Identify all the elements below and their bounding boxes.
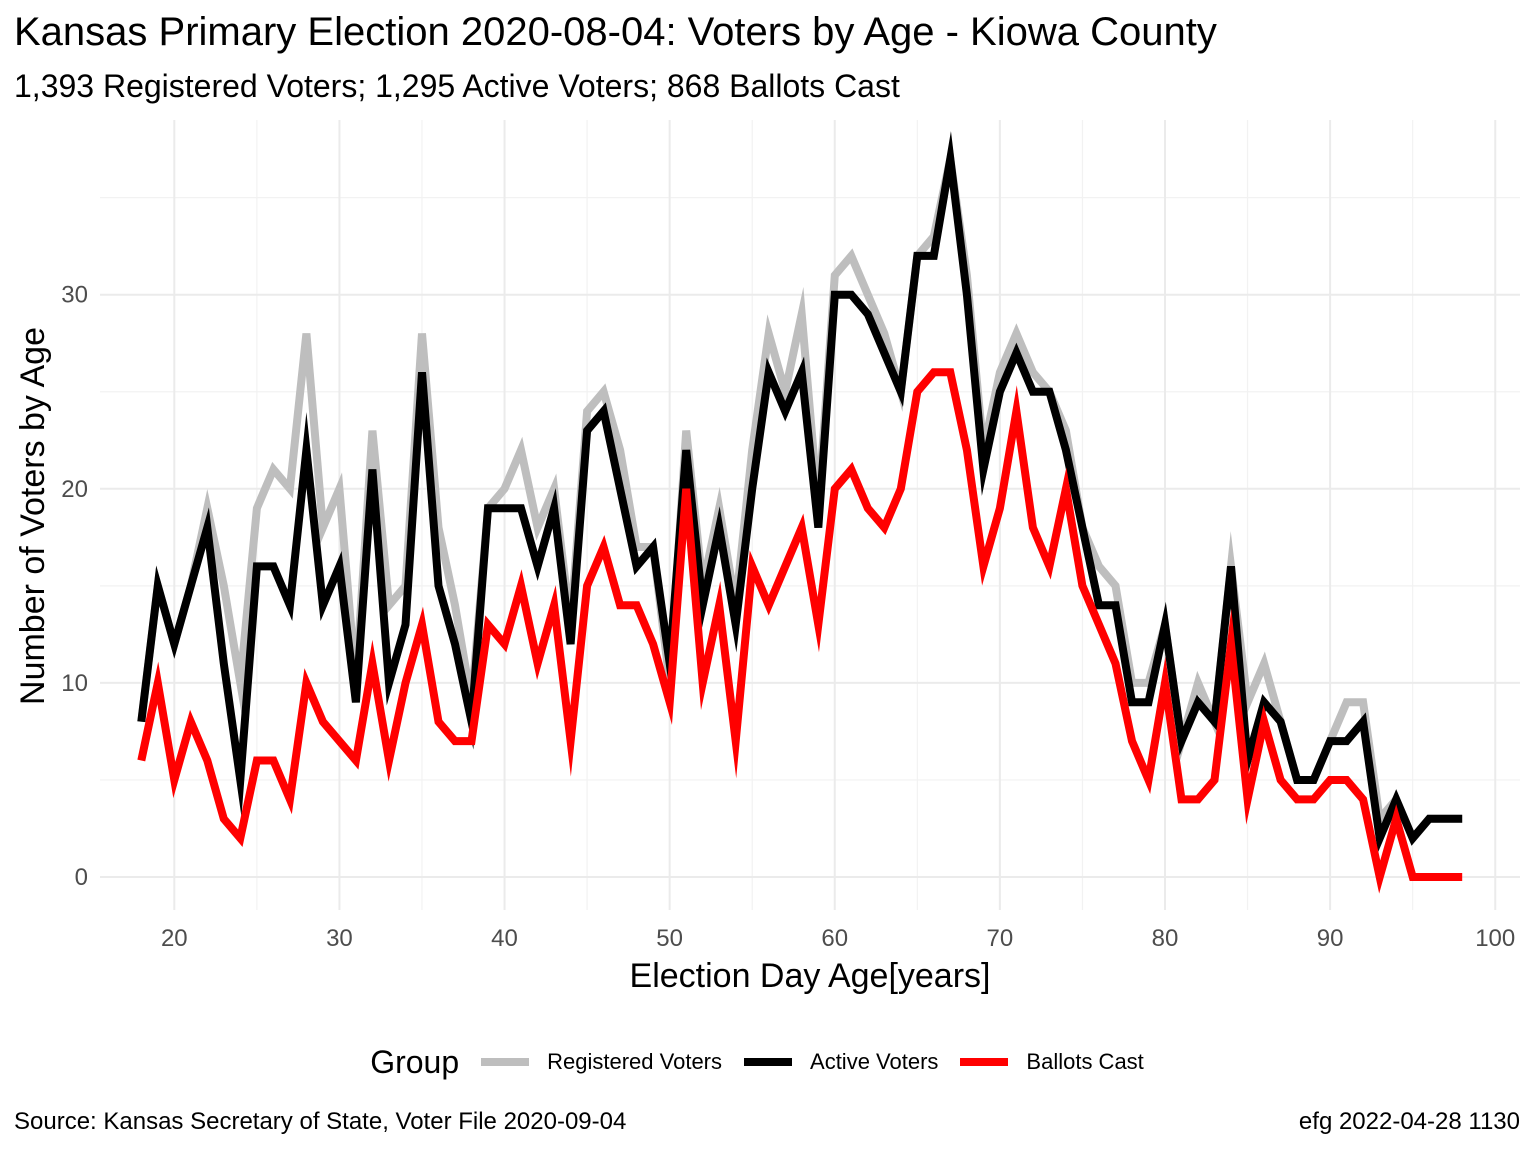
legend-label-active-voters: Active Voters <box>810 1049 939 1074</box>
y-axis-label: Number of Voters by Age <box>14 327 52 705</box>
x-tick-label: 20 <box>161 925 188 952</box>
legend-item-ballots-cast: Ballots Cast <box>960 1049 1144 1075</box>
legend-key-ballots-cast <box>960 1058 1009 1066</box>
chart-title: Kansas Primary Election 2020-08-04: Vote… <box>14 10 1217 54</box>
x-axis-label: Election Day Age[years] <box>630 957 991 995</box>
y-tick-labels: 0 10 20 30 <box>61 282 88 891</box>
series-lines <box>137 131 1463 894</box>
y-tick-label: 20 <box>61 476 88 503</box>
legend-item-registered-voters: Registered Voters <box>481 1049 722 1075</box>
x-tick-label: 50 <box>656 925 683 952</box>
source-caption: Source: Kansas Secretary of State, Voter… <box>14 1108 627 1135</box>
legend: Group Registered Voters Active Voters Ba… <box>0 1040 1536 1084</box>
legend-label-ballots-cast: Ballots Cast <box>1026 1049 1144 1074</box>
chart-subtitle: 1,393 Registered Voters; 1,295 Active Vo… <box>14 68 900 104</box>
y-tick-label: 0 <box>75 864 88 891</box>
series-line-ballots-cast <box>137 368 1463 894</box>
y-tick-label: 30 <box>61 282 88 309</box>
y-tick-label: 10 <box>61 670 88 697</box>
legend-key-registered-voters <box>481 1058 530 1066</box>
legend-key-active-voters <box>744 1058 793 1066</box>
x-tick-label: 90 <box>1317 925 1344 952</box>
legend-item-active-voters: Active Voters <box>744 1049 938 1075</box>
credit-caption: efg 2022-04-28 1130 <box>1298 1108 1520 1135</box>
x-tick-label: 70 <box>987 925 1014 952</box>
x-tick-labels: 20 30 40 50 60 70 80 90 100 <box>161 925 1515 952</box>
major-gridlines <box>100 120 1520 910</box>
legend-title: Group <box>370 1043 460 1080</box>
x-tick-label: 80 <box>1152 925 1179 952</box>
line-chart: 20 30 40 50 60 70 80 90 100 0 10 20 30 Election Day… <box>14 120 1520 995</box>
legend-label-registered-voters: Registered Voters <box>547 1049 723 1074</box>
x-tick-label: 40 <box>491 925 518 952</box>
x-tick-label: 60 <box>821 925 848 952</box>
x-tick-label: 100 <box>1475 925 1515 952</box>
x-tick-label: 30 <box>326 925 353 952</box>
series-line-active-voters <box>137 131 1463 853</box>
